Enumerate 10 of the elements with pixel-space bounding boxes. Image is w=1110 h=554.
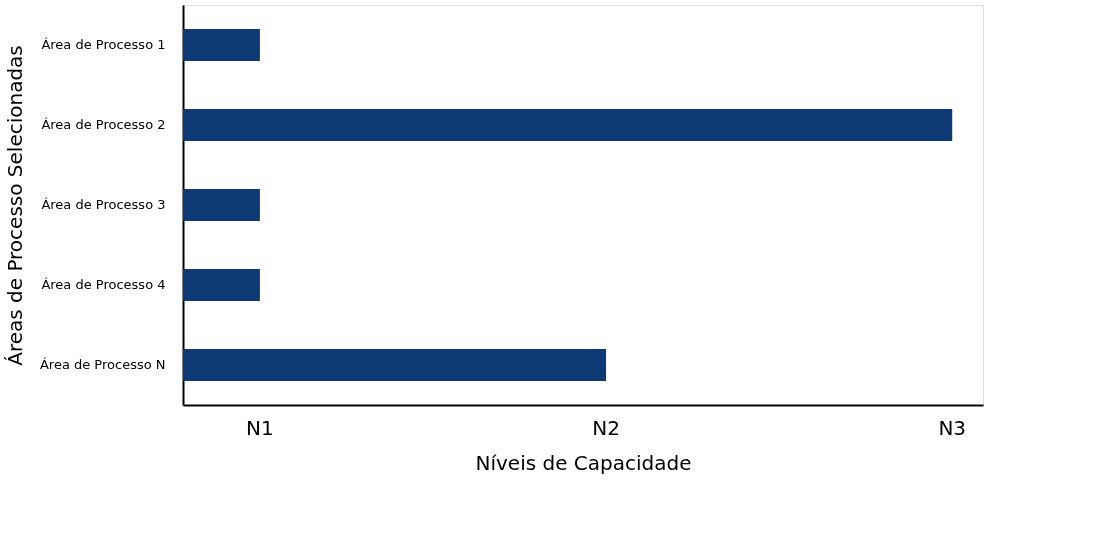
text: N3: [938, 416, 967, 440]
y-axis-title: Áreas de Processo Selecionadas: [2, 45, 27, 366]
y-tick-label: Área de Processo 1: [41, 37, 166, 52]
y-tick-label: Área de Processo 3: [41, 197, 166, 212]
y-tick-label: Área de Processo 2: [41, 117, 166, 132]
y-tick-label: Área de Processo N: [39, 357, 166, 372]
x-axis-title: Níveis de Capacidade: [475, 450, 692, 475]
text: N2: [592, 416, 620, 440]
y-tick-label: Área de Processo 4: [41, 277, 166, 292]
text: N1: [246, 416, 274, 440]
